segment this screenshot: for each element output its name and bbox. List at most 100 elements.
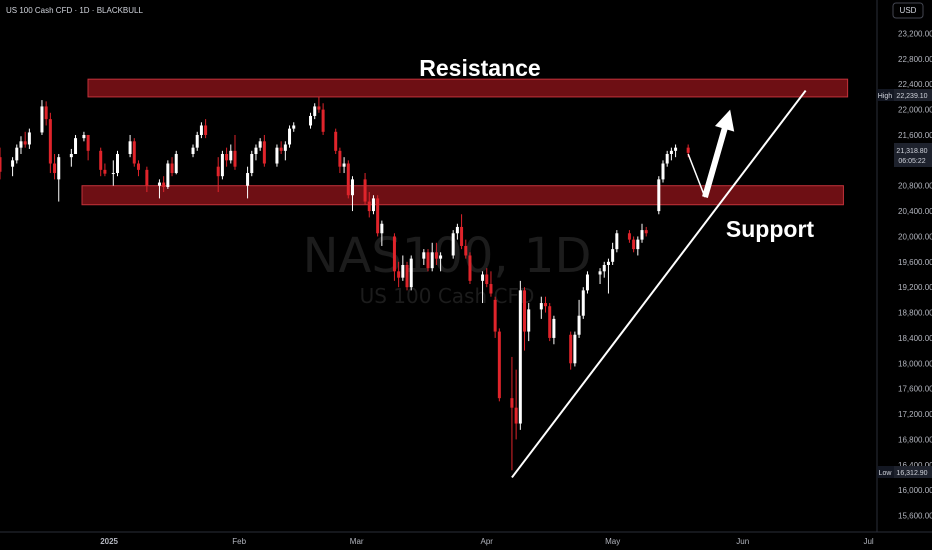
candle-body — [539, 303, 543, 310]
candle-body — [346, 163, 350, 196]
price-tick-label: 19,600.00 — [898, 258, 932, 267]
candle-body — [514, 407, 518, 424]
candle-body — [422, 252, 426, 259]
candle-body — [48, 119, 52, 164]
candle-body — [434, 252, 438, 259]
candle-body — [53, 163, 57, 174]
candle-body — [82, 134, 86, 139]
candle-body — [258, 141, 262, 148]
price-tick-label: 20,400.00 — [898, 207, 932, 216]
candle-body — [174, 154, 178, 174]
price-tick-label: 17,600.00 — [898, 385, 932, 394]
candle-body — [74, 138, 78, 154]
candle-body — [426, 252, 430, 269]
candle-body — [485, 274, 489, 285]
zones-layer — [81, 78, 849, 206]
watermark-description: US 100 Cash CFD — [360, 284, 535, 308]
price-tick-label: 20,800.00 — [898, 182, 932, 191]
candle-body — [86, 134, 90, 151]
time-tick-label: May — [605, 537, 620, 546]
candle-body — [460, 226, 464, 246]
candle-body — [136, 163, 140, 170]
time-axis[interactable]: 2025 Feb Mar Apr May Jun Jul — [100, 537, 874, 546]
support-label: Support — [726, 216, 814, 242]
candle-body — [321, 109, 325, 132]
candle-body — [69, 154, 73, 158]
candle-body — [11, 160, 15, 167]
candle-body — [204, 125, 208, 135]
candle-body — [338, 150, 342, 167]
last-price-value: 21,318.80 — [896, 148, 927, 155]
candle-body — [309, 115, 313, 126]
price-tick-label: 16,400.00 — [898, 461, 932, 470]
time-tick-label: Jun — [736, 537, 749, 546]
candle-body — [481, 274, 485, 281]
price-tick-label: 22,800.00 — [898, 55, 932, 64]
candles-layer — [0, 96, 690, 471]
candle-body — [573, 334, 577, 364]
candle-body — [632, 239, 636, 250]
candle-body — [552, 318, 556, 338]
candle-body — [401, 264, 405, 278]
candle-body — [229, 150, 233, 161]
candle-body — [191, 147, 195, 154]
candle-body — [598, 271, 602, 275]
candle-body — [468, 255, 472, 281]
candle-body — [371, 198, 375, 212]
time-tick-label: Feb — [232, 537, 246, 546]
candle-body — [430, 252, 434, 269]
candle-body — [40, 106, 44, 133]
price-tick-label: 23,200.00 — [898, 30, 932, 39]
candle-body — [669, 150, 673, 154]
currency-box[interactable] — [892, 2, 924, 19]
candle-body — [157, 182, 161, 186]
price-tick-label: 18,000.00 — [898, 359, 932, 368]
candle-body — [674, 147, 678, 151]
candle-body — [23, 141, 27, 145]
candle-body — [380, 223, 384, 234]
candle-body — [602, 264, 606, 272]
price-axis[interactable]: 15,600.00 16,000.00 16,400.00 16,800.00 17,2… — [898, 30, 932, 521]
candle-body — [569, 334, 573, 364]
support-trendline — [511, 89, 807, 479]
candle-body — [577, 315, 581, 335]
candle-body — [523, 290, 527, 332]
candle-body — [439, 255, 443, 259]
candle-body — [367, 201, 371, 212]
candle-body — [686, 147, 690, 153]
price-tick-label: 22,000.00 — [898, 106, 932, 115]
candle-body — [15, 147, 19, 161]
candle-body — [640, 230, 644, 240]
candle-body — [288, 128, 292, 145]
candle-body — [162, 182, 166, 187]
candle-body — [527, 309, 531, 332]
time-tick-label: Mar — [350, 537, 364, 546]
price-tick-label: 18,800.00 — [898, 309, 932, 318]
candle-body — [342, 163, 346, 167]
candle-body — [585, 274, 589, 291]
candle-body — [548, 306, 552, 338]
chart-title: US 100 Cash CFD · 1D · BLACKBULL — [6, 6, 143, 15]
price-tick-label: 21,600.00 — [898, 131, 932, 140]
candle-body — [510, 398, 514, 408]
candle-body — [636, 239, 640, 250]
lines-layer — [511, 89, 807, 479]
candle-body — [132, 141, 136, 164]
candle-body — [0, 157, 2, 172]
candle-body — [44, 106, 48, 120]
candle-body — [518, 290, 522, 424]
candle-body — [493, 299, 497, 332]
candle-body — [615, 233, 619, 250]
candle-body — [225, 154, 229, 161]
candle-body — [409, 258, 413, 288]
candle-body — [350, 179, 354, 196]
resistance-label: Resistance — [419, 55, 540, 81]
candle-body — [19, 141, 23, 148]
candle-body — [57, 157, 61, 180]
candle-body — [246, 173, 250, 186]
time-tick-label: Jul — [863, 537, 873, 546]
price-tick-label: 16,800.00 — [898, 435, 932, 444]
candle-body — [455, 226, 459, 234]
candle-body — [99, 150, 103, 170]
